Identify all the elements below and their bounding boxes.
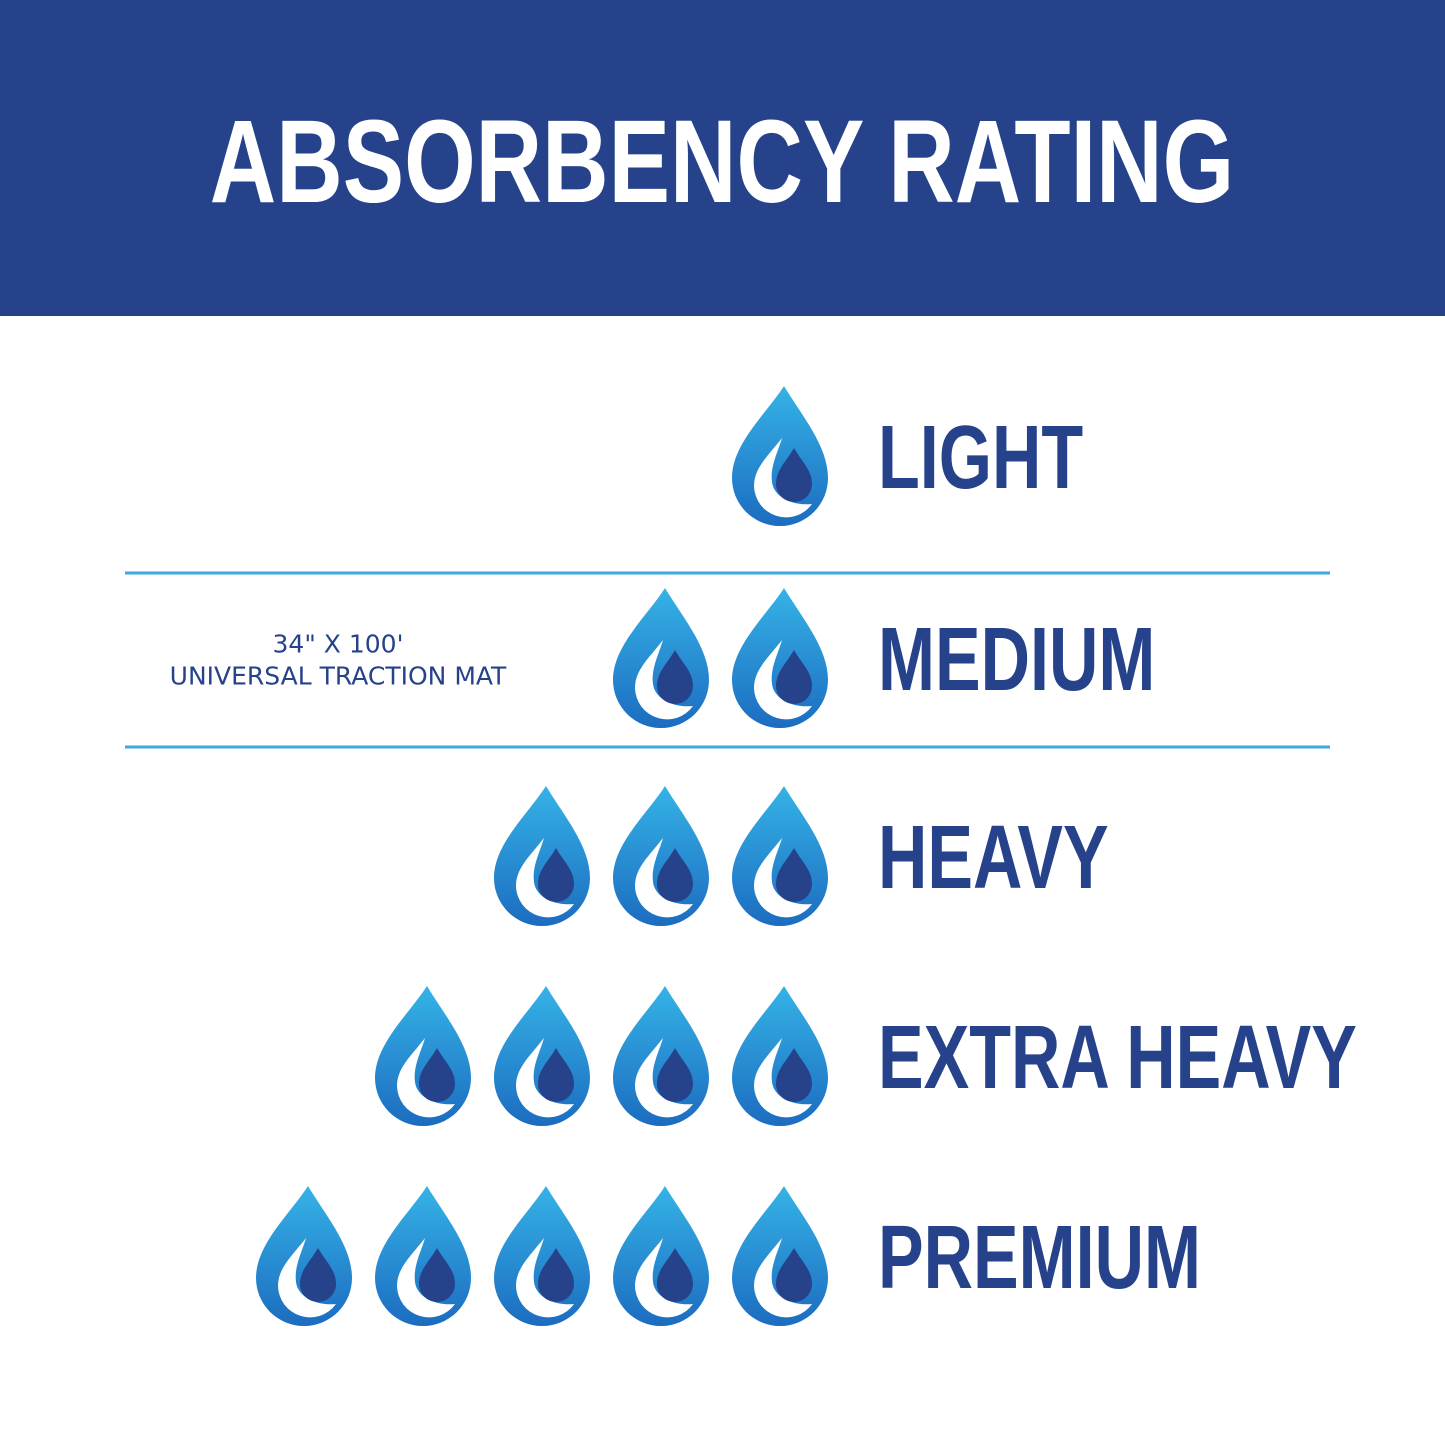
header-band: [0, 0, 1445, 316]
drop-icon: [613, 1186, 709, 1326]
product-note: 34" X 100': [273, 630, 404, 659]
product-note: UNIVERSAL TRACTION MAT: [170, 662, 507, 691]
level-label: EXTRA HEAVY: [878, 1008, 1357, 1108]
level-label: MEDIUM: [878, 610, 1155, 710]
drop-icon: [613, 786, 709, 926]
drop-icon: [494, 786, 590, 926]
drop-icon: [613, 588, 709, 728]
drop-rating: [494, 786, 828, 926]
drop-icon: [494, 986, 590, 1126]
drop-icon: [613, 986, 709, 1126]
level-label: LIGHT: [878, 408, 1083, 508]
drop-rating: [375, 986, 828, 1126]
level-label: PREMIUM: [878, 1208, 1201, 1308]
title: ABSORBENCY RATING: [210, 96, 1234, 228]
drop-icon: [375, 1186, 471, 1326]
drop-icon: [375, 986, 471, 1126]
drop-rating: [732, 386, 828, 526]
drop-icon: [256, 1186, 352, 1326]
drop-icon: [732, 588, 828, 728]
drop-icon: [732, 1186, 828, 1326]
drop-rating: [613, 588, 828, 728]
level-label: HEAVY: [878, 808, 1109, 908]
drop-icon: [732, 786, 828, 926]
drop-rating: [256, 1186, 828, 1326]
drop-icon: [494, 1186, 590, 1326]
drop-icon: [732, 986, 828, 1126]
drop-icon: [732, 386, 828, 526]
